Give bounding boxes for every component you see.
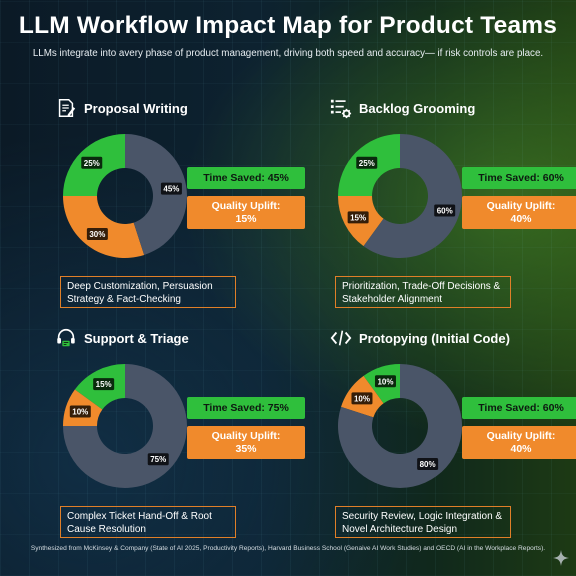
human-focus-note: Prioritization, Trade-Off Decisions & St…	[335, 276, 511, 308]
donut-chart: 25% 30% 45%	[63, 134, 187, 258]
panel-header: Support & Triage	[55, 326, 189, 350]
quality-uplift-badge: Quality Uplift: 35%	[187, 426, 305, 459]
human-focus-note: Security Review, Logic Integration & Nov…	[335, 506, 511, 538]
headset-icon	[57, 328, 75, 347]
code-brackets-icon	[330, 330, 352, 346]
page-subtitle: LLMs integrate into avery phase of produ…	[32, 48, 544, 59]
panel-proposal-writing: Proposal Writing 25% 30% 45% Time Saved: 4…	[55, 96, 325, 316]
donut-slice-slate	[125, 134, 187, 255]
time-saved-badge: Time Saved: 60%	[462, 167, 576, 189]
time-saved-text: Time Saved: 60%	[478, 172, 564, 184]
slice-label-orange: 30%	[89, 230, 105, 239]
quality-uplift-badge: Quality Uplift: 40%	[462, 196, 576, 229]
quality-uplift-value: 40%	[510, 442, 532, 455]
slice-label-background	[347, 211, 369, 224]
time-saved-text: Time Saved: 60%	[478, 402, 564, 414]
panel-title: Backlog Grooming	[359, 100, 476, 116]
time-saved-badge: Time Saved: 60%	[462, 397, 576, 419]
slice-label-slate: 60%	[437, 207, 453, 216]
slice-label-slate: 80%	[420, 460, 436, 469]
slice-label-orange: 10%	[354, 394, 370, 403]
donut-slice-orange	[63, 196, 145, 258]
human-focus-note: Deep Customization, Persuasion Strategy …	[60, 276, 236, 308]
slice-label-background	[417, 458, 439, 471]
slice-label-background	[160, 182, 182, 195]
panel-header: Proposal Writing	[55, 96, 188, 120]
quality-uplift-label: Quality Uplift:	[486, 429, 556, 442]
quality-uplift-badge: Quality Uplift: 40%	[462, 426, 576, 459]
donut-chart: 15% 10% 75%	[63, 364, 187, 488]
panel-header: Protopying (Initial Code)	[330, 326, 510, 350]
quality-uplift-value: 40%	[510, 212, 532, 225]
slice-label-slate: 75%	[150, 455, 166, 464]
time-saved-badge: Time Saved: 75%	[187, 397, 305, 419]
slice-label-background	[434, 204, 456, 217]
slice-label-background	[351, 392, 373, 405]
donut-slice-slate	[363, 134, 463, 258]
slice-label-orange: 15%	[350, 213, 366, 222]
time-saved-text: Time Saved: 45%	[203, 172, 289, 184]
time-saved-badge: Time Saved: 45%	[187, 167, 305, 189]
panel-title: Support & Triage	[84, 330, 189, 346]
slice-label-green: 10%	[377, 377, 393, 386]
slice-label-background	[93, 378, 115, 391]
donut-slice-slate	[338, 364, 462, 488]
human-focus-note: Complex Ticket Hand-Off & Root Cause Res…	[60, 506, 236, 538]
slice-label-slate: 45%	[163, 185, 179, 194]
slice-label-background	[81, 156, 103, 169]
panel-title: Proposal Writing	[84, 100, 188, 116]
quality-uplift-badge: Quality Uplift: 15%	[187, 196, 305, 229]
slice-label-background	[374, 375, 396, 388]
time-saved-text: Time Saved: 75%	[203, 402, 289, 414]
panel-backlog-grooming: Backlog Grooming 25% 15% 60% Time Saved: 6…	[330, 96, 576, 316]
panel-support-triage: Support & Triage 15% 10% 75% Time Saved: 7…	[55, 326, 325, 546]
quality-uplift-value: 15%	[235, 212, 257, 225]
slice-label-background	[356, 156, 378, 169]
panel-title: Protopying (Initial Code)	[359, 330, 510, 346]
slice-label-green: 15%	[96, 380, 112, 389]
donut-chart: 25% 15% 60%	[338, 134, 463, 258]
panel-header: Backlog Grooming	[330, 96, 475, 120]
slice-label-background	[147, 453, 169, 466]
quality-uplift-label: Quality Uplift:	[211, 429, 281, 442]
document-pencil-icon	[58, 99, 76, 117]
quality-uplift-label: Quality Uplift:	[211, 199, 281, 212]
quality-uplift-value: 35%	[235, 442, 257, 455]
donut-chart: 10% 10% 80%	[338, 364, 462, 488]
list-gear-icon	[330, 99, 352, 119]
page-title: LLM Workflow Impact Map for Product Team…	[18, 12, 558, 39]
slice-label-background	[69, 405, 91, 418]
slice-label-green: 25%	[84, 159, 100, 168]
sparkle-icon	[553, 550, 569, 566]
quality-uplift-label: Quality Uplift:	[486, 199, 556, 212]
slice-label-orange: 10%	[72, 407, 88, 416]
panel-prototyping: Protopying (Initial Code) 10% 10% 80% Time…	[330, 326, 576, 546]
slice-label-background	[86, 228, 108, 241]
source-footer: Synthesized from McKinsey & Company (Sta…	[30, 545, 546, 552]
slice-label-green: 25%	[359, 159, 375, 168]
